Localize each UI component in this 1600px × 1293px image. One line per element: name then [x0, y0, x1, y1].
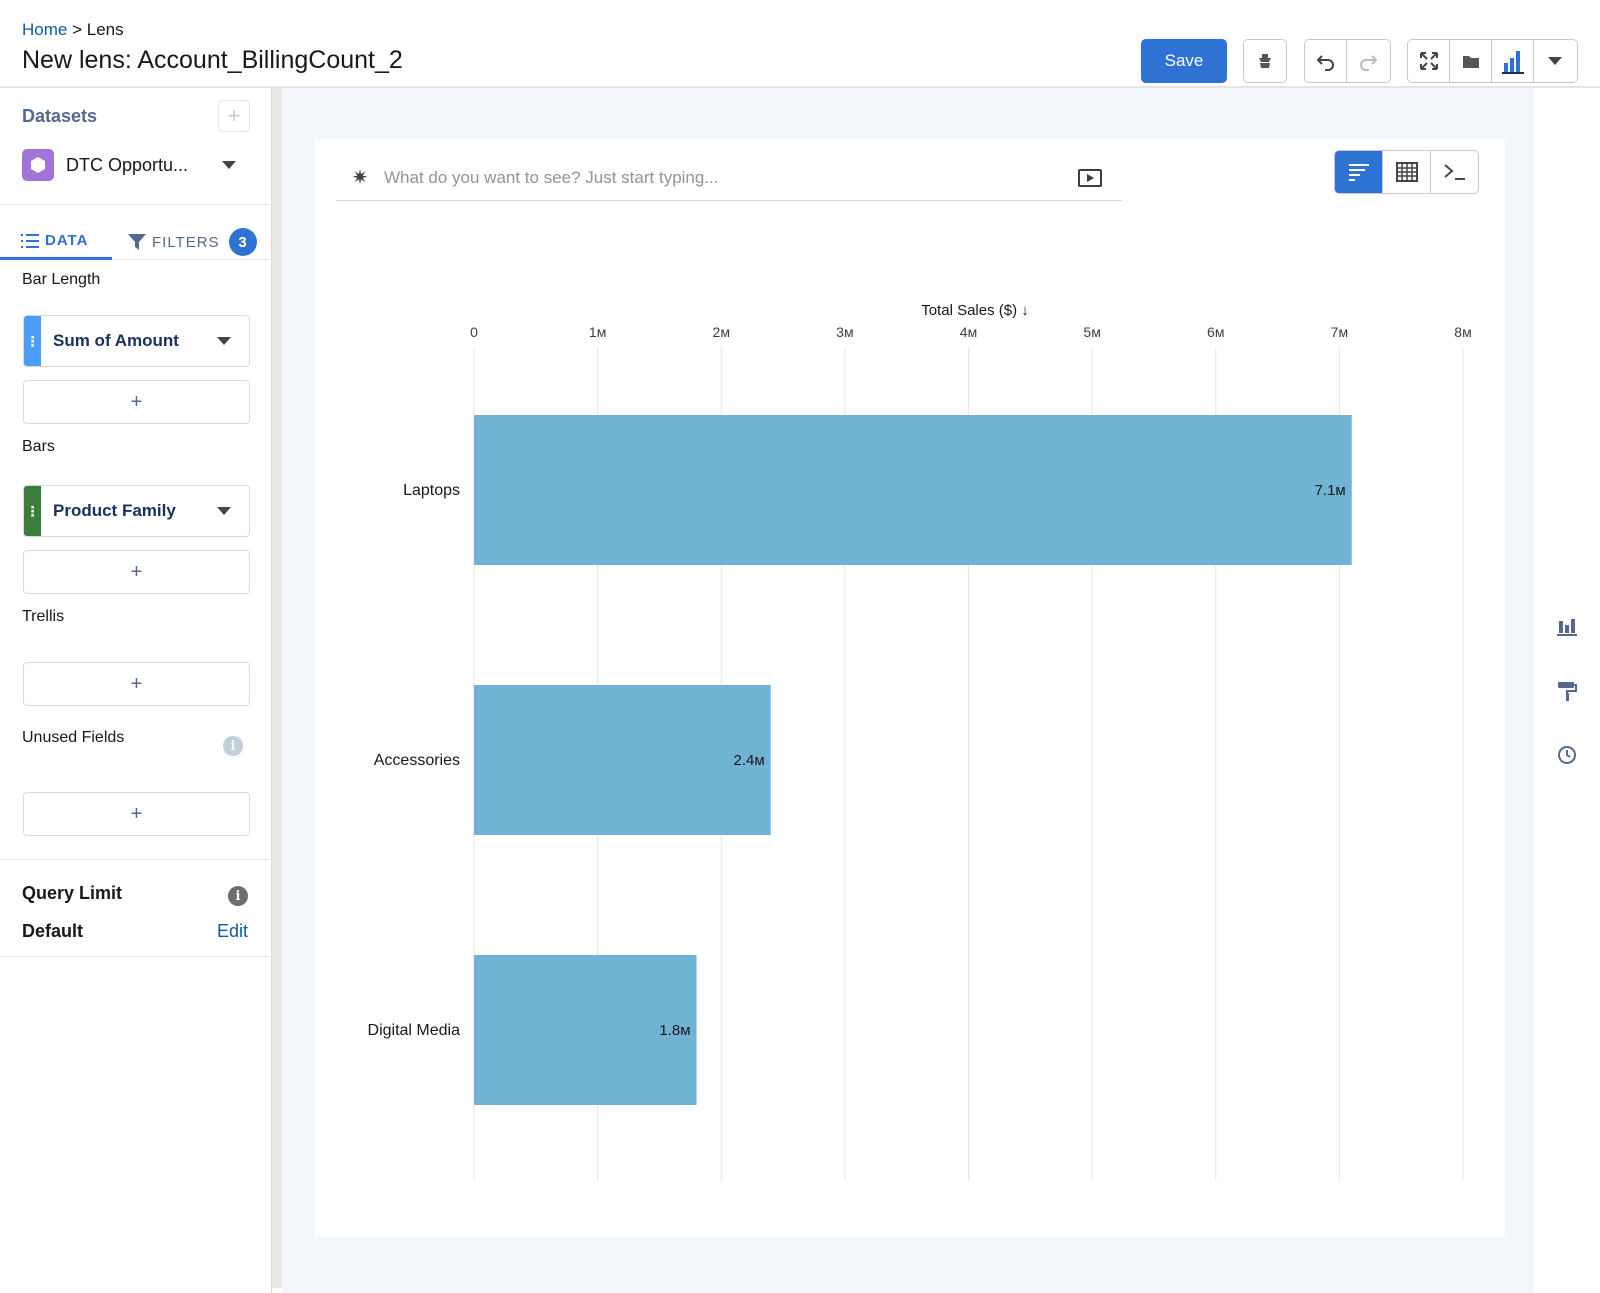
query-view-button[interactable] [1431, 151, 1478, 193]
breadcrumb-separator: > [72, 20, 83, 39]
undo-icon [1316, 51, 1336, 71]
more-dropdown-button[interactable] [1534, 40, 1576, 82]
sidebar-scrollbar[interactable] [272, 88, 282, 1288]
bar-value-label: 1.8м [659, 1022, 690, 1039]
add-measure-button[interactable]: + [23, 380, 250, 424]
filter-icon [128, 234, 146, 250]
category-label: Laptops [403, 482, 460, 499]
query-limit-edit-link[interactable]: Edit [217, 921, 249, 941]
tab-data-label: DATA [45, 232, 89, 249]
divider [0, 956, 272, 957]
bar-value-label: 7.1м [1315, 482, 1346, 499]
add-unused-field-button[interactable]: + [23, 792, 250, 836]
x-tick-label: 4м [960, 324, 977, 340]
fullscreen-button[interactable] [1408, 40, 1450, 82]
query-icon [1443, 163, 1467, 181]
divider [0, 859, 272, 860]
bar-length-field-pill[interactable]: ⋮ Sum of Amount [23, 315, 250, 367]
dataset-selector[interactable]: DTC Opportu... [22, 148, 250, 182]
bar[interactable] [474, 415, 1352, 565]
breadcrumb: Home > Lens [22, 20, 124, 40]
chart-type-button[interactable] [1492, 40, 1534, 82]
bar-length-label: Bar Length [22, 271, 101, 288]
x-tick-label: 1м [589, 324, 606, 340]
add-group-button[interactable]: + [23, 550, 250, 594]
fullscreen-icon [1419, 51, 1439, 71]
search-bar[interactable]: ✷ What do you want to see? Just start ty… [336, 155, 1122, 201]
undo-button[interactable] [1305, 40, 1347, 82]
sparkle-icon: ✷ [351, 167, 369, 189]
breadcrumb-home-link[interactable]: Home [22, 20, 68, 39]
x-tick-label: 2м [713, 324, 730, 340]
bars-label: Bars [22, 438, 55, 455]
sidebar-tabs: DATA FILTERS 3 [0, 218, 272, 260]
folder-icon [1461, 51, 1481, 71]
view-toggle [1334, 150, 1479, 194]
drag-handle-icon[interactable]: ⋮ [24, 316, 41, 366]
chevron-down-icon [222, 161, 236, 169]
history-icon[interactable] [1554, 742, 1580, 768]
query-limit-value: Default [22, 921, 84, 941]
format-paint-icon[interactable] [1554, 678, 1580, 704]
search-input[interactable]: What do you want to see? Just start typi… [384, 167, 719, 187]
clean-button[interactable] [1243, 39, 1287, 83]
x-tick-label: 5м [1083, 324, 1100, 340]
dataset-icon [22, 149, 54, 181]
info-icon[interactable]: i [223, 736, 243, 756]
chevron-down-icon [1547, 55, 1563, 67]
x-tick-label: 3м [836, 324, 853, 340]
category-label: Digital Media [368, 1022, 461, 1039]
query-limit-label: Query Limit [22, 883, 123, 903]
undo-redo-group [1304, 39, 1391, 83]
table-view-button[interactable] [1383, 151, 1431, 193]
divider [0, 204, 272, 205]
page-title: New lens: Account_BillingCount_2 [22, 46, 403, 74]
table-icon [1395, 162, 1418, 182]
dataset-name: DTC Opportu... [66, 154, 189, 175]
run-query-icon[interactable] [1078, 168, 1102, 187]
chart-view-button[interactable] [1335, 151, 1383, 193]
x-tick-label: 8м [1454, 324, 1471, 340]
filter-count-badge: 3 [228, 228, 257, 256]
redo-button[interactable] [1347, 40, 1389, 82]
bar[interactable] [474, 955, 697, 1105]
chart-properties-icon[interactable] [1554, 614, 1580, 640]
list-icon [21, 233, 39, 248]
chart-type-icon [1500, 48, 1526, 74]
chart-title: Total Sales ($) ↓ [921, 302, 1029, 319]
open-button[interactable] [1450, 40, 1492, 82]
tab-filters[interactable]: FILTERS 3 [128, 224, 257, 260]
breadcrumb-current: Lens [86, 20, 124, 39]
view-actions-group [1407, 39, 1578, 83]
bar[interactable] [474, 685, 771, 835]
chevron-down-icon[interactable] [217, 337, 231, 345]
page-header: Home > Lens New lens: Account_BillingCou… [0, 0, 1600, 88]
drag-handle-icon[interactable]: ⋮ [24, 486, 41, 536]
tab-data[interactable]: DATA [0, 224, 112, 260]
bar-value-label: 2.4м [734, 752, 765, 769]
add-dataset-button[interactable]: + [218, 100, 250, 132]
clean-icon [1255, 51, 1275, 71]
bars-field-pill[interactable]: ⋮ Product Family [23, 485, 250, 537]
tab-filters-label: FILTERS [152, 233, 220, 251]
info-icon[interactable]: i [228, 886, 248, 906]
x-tick-label: 6м [1207, 324, 1224, 340]
save-button[interactable]: Save [1141, 39, 1227, 83]
trellis-label: Trellis [22, 608, 65, 625]
redo-icon [1358, 51, 1378, 71]
x-tick-label: 0 [470, 324, 478, 340]
unused-fields-label: Unused Fields [22, 729, 125, 746]
chevron-down-icon[interactable] [217, 507, 231, 515]
add-trellis-button[interactable]: + [23, 662, 250, 706]
bars-field-name: Product Family [53, 501, 176, 520]
datasets-title: Datasets [22, 106, 98, 126]
right-rail [1534, 88, 1600, 1293]
sidebar: Datasets + DTC Opportu... DATA FILTERS 3… [0, 88, 272, 1293]
bar-length-field-name: Sum of Amount [53, 331, 179, 350]
x-tick-label: 7м [1331, 324, 1348, 340]
category-label: Accessories [374, 752, 460, 769]
chart-icon [1348, 163, 1370, 181]
bar-chart: Total Sales ($) ↓ 0 1м 2м 3м 4м 5м 6м 7м 8м Lapt… [368, 302, 1472, 1181]
